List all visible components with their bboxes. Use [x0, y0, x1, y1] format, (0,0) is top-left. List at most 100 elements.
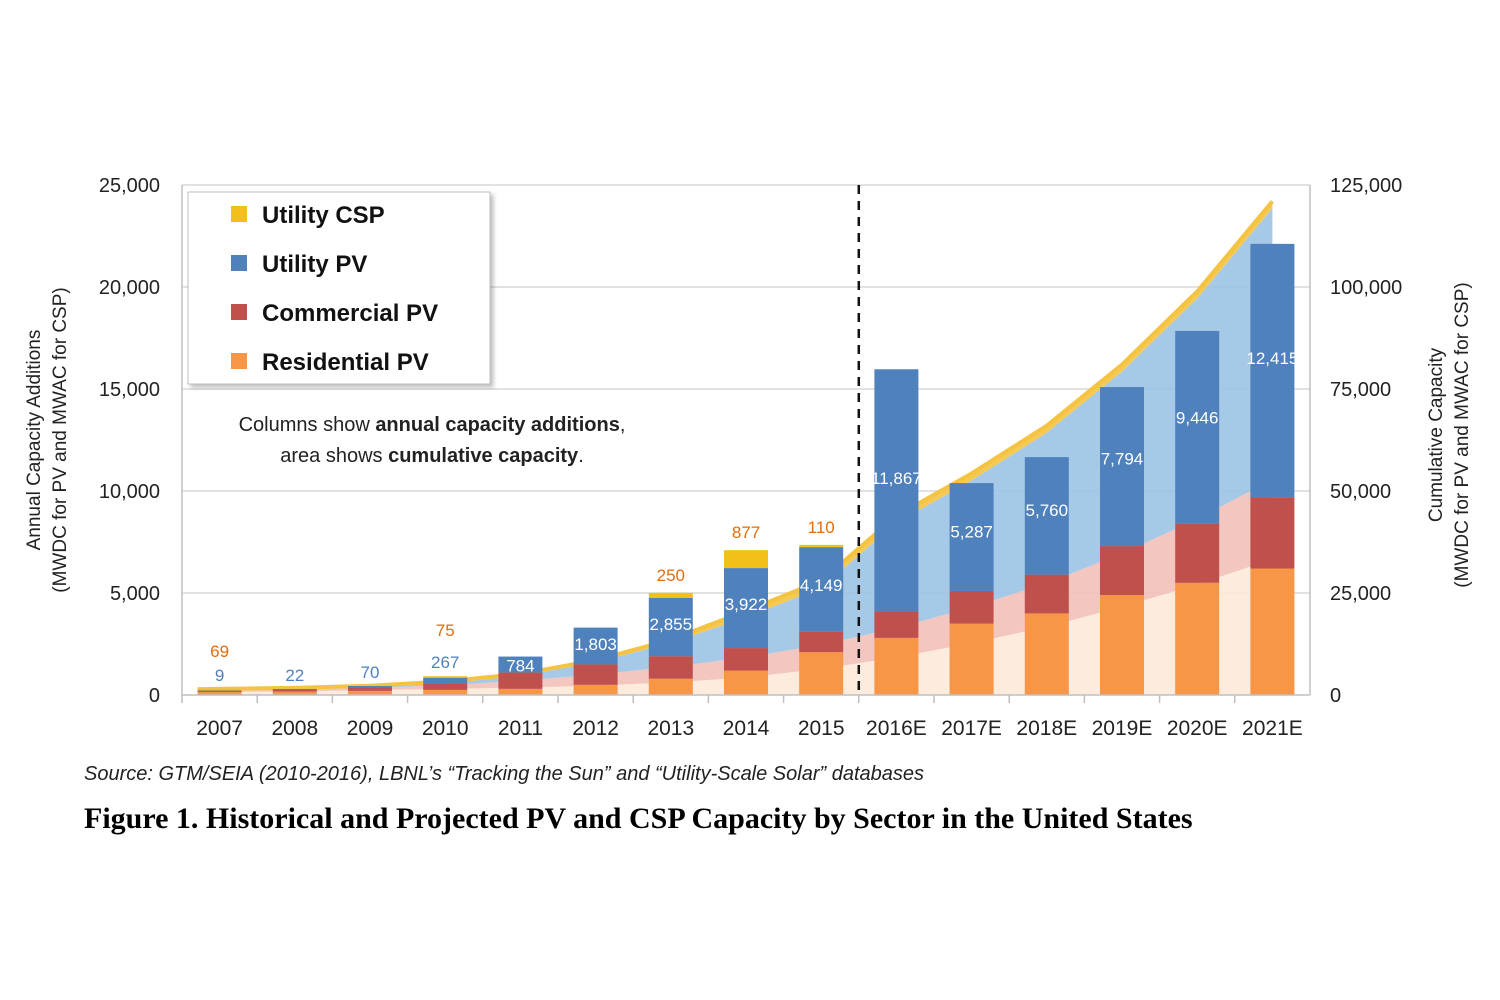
area-utility-pv: [197, 208, 1273, 691]
y-right-axis-subtitle: (MWDC for PV and MWAC for CSP): [1452, 282, 1473, 587]
bar-residential-pv: [423, 689, 468, 695]
label-utility-csp: 877: [732, 523, 760, 542]
x-tick-label: 2010: [422, 717, 469, 740]
x-tick-label: 2008: [271, 717, 318, 740]
legend-swatch-utility-pv: [231, 255, 247, 271]
bar-commercial-pv: [1175, 523, 1220, 583]
bar-utility-pv: [348, 686, 392, 688]
y-left-tick-label: 15,000: [99, 379, 160, 401]
x-tick-label: 2019E: [1092, 717, 1153, 740]
bar-utility-pv: [423, 677, 468, 684]
figure-caption: Figure 1. Historical and Projected PV an…: [84, 802, 1193, 835]
bar-residential-pv: [1175, 582, 1220, 695]
label-utility-csp: 69: [210, 642, 229, 661]
label-utility-pv: 3,922: [725, 595, 768, 614]
y-right-axis-title: Cumulative Capacity: [1426, 347, 1447, 522]
y-left-tick-label: 20,000: [99, 277, 160, 299]
bar-utility-pv: [197, 690, 242, 692]
y-left-tick-label: 25,000: [99, 175, 160, 197]
bar-utility-pv: [799, 547, 844, 632]
bar-commercial-pv: [648, 656, 693, 679]
bar-residential-pv: [1024, 613, 1069, 695]
bar-utility-pv: [1100, 387, 1144, 547]
y-right-tick-label: 75,000: [1330, 379, 1391, 401]
bar-utility-csp: [799, 544, 844, 548]
x-tick-label: 2012: [572, 717, 619, 740]
bar-commercial-pv: [949, 590, 994, 624]
y-left-tick-label: 10,000: [99, 481, 160, 503]
bar-commercial-pv: [874, 611, 919, 638]
legend-box: [187, 191, 491, 385]
x-tick-label: 2009: [347, 717, 394, 740]
bar-residential-pv: [1250, 568, 1295, 695]
bar-commercial-pv: [724, 648, 768, 671]
bar-utility-csp: [197, 689, 242, 691]
x-tick-label: 2013: [647, 717, 694, 740]
label-utility-pv: 4,149: [800, 576, 843, 595]
y-left-tick-label: 0: [149, 685, 160, 707]
bar-commercial-pv: [1250, 497, 1295, 569]
legend-label-utility-csp: Utility CSP: [262, 202, 385, 229]
bar-residential-pv: [272, 691, 317, 695]
x-tick-label: 2015: [798, 717, 845, 740]
label-utility-pv: 267: [431, 653, 459, 672]
label-utility-csp: 75: [436, 621, 455, 640]
legend-swatch-utility-csp: [231, 206, 247, 222]
bar-utility-pv: [573, 627, 618, 665]
bar-residential-pv: [648, 678, 693, 695]
y-left-axis-subtitle: (MWDC for PV and MWAC for CSP): [50, 287, 71, 592]
bar-commercial-pv: [197, 690, 242, 692]
bar-commercial-pv: [1024, 574, 1069, 614]
label-utility-csp: 250: [657, 566, 685, 585]
label-utility-pv: 9: [215, 666, 224, 685]
legend-swatch-commercial-pv: [231, 304, 247, 320]
label-utility-pv: 784: [506, 657, 534, 676]
bar-commercial-pv: [799, 631, 844, 653]
bar-utility-pv: [949, 483, 994, 591]
label-utility-pv: 11,867: [871, 469, 922, 488]
annotation-line-2: area shows cumulative capacity.: [280, 445, 584, 467]
y-right-tick-label: 125,000: [1330, 175, 1402, 197]
x-tick-label: 2014: [723, 717, 770, 740]
x-tick-label: 2017E: [941, 717, 1002, 740]
annotation-line-1: Columns show annual capacity additions,: [239, 414, 626, 436]
bar-labels: 9 69 22 70 267 75 784 1,803 2,855 250 3,922 877 4,14…: [210, 349, 1298, 685]
bar-commercial-pv: [348, 687, 392, 691]
annual-bars: [197, 185, 1295, 695]
label-utility-pv: 5,287: [950, 523, 993, 542]
bar-residential-pv: [573, 684, 618, 695]
bar-residential-pv: [498, 688, 543, 695]
bar-utility-pv: [272, 689, 317, 690]
bar-utility-pv: [724, 568, 768, 649]
bar-utility-pv: [874, 369, 919, 612]
bar-residential-pv: [724, 670, 768, 695]
bar-utility-pv: [1175, 330, 1220, 524]
x-tick-label: 2018E: [1016, 717, 1077, 740]
axes: 0 5,000 10,000 15,000 20,000 25,000 0 25,000 50,…: [99, 175, 1402, 740]
bar-residential-pv: [949, 623, 994, 695]
bar-residential-pv: [799, 652, 844, 695]
label-utility-pv: 7,794: [1101, 450, 1144, 469]
bar-utility-csp: [648, 592, 693, 598]
bar-commercial-pv: [573, 664, 618, 685]
bar-utility-csp: [423, 676, 468, 678]
bar-utility-pv: [648, 597, 693, 657]
y-left-axis-title: Annual Capacity Additions: [24, 330, 45, 551]
bar-utility-pv: [498, 656, 543, 673]
bar-commercial-pv: [423, 683, 468, 690]
y-right-tick-label: 100,000: [1330, 277, 1402, 299]
label-utility-csp: 110: [808, 518, 835, 537]
label-utility-pv: 70: [361, 663, 380, 682]
x-tick-label: 2020E: [1167, 717, 1228, 740]
x-tick-label: 2016E: [866, 717, 927, 740]
bar-residential-pv: [1100, 595, 1144, 695]
label-utility-pv: 12,415: [1246, 349, 1298, 368]
label-utility-pv: 5,760: [1026, 501, 1069, 520]
legend-label-residential-pv: Residential PV: [262, 349, 429, 376]
x-tick-label: 2007: [196, 717, 243, 740]
y-left-tick-label: 5,000: [110, 583, 160, 605]
bar-utility-csp: [724, 550, 768, 569]
figure-source: Source: GTM/SEIA (2010-2016), LBNL’s “Tr…: [84, 763, 925, 785]
y-right-tick-label: 0: [1330, 685, 1341, 707]
